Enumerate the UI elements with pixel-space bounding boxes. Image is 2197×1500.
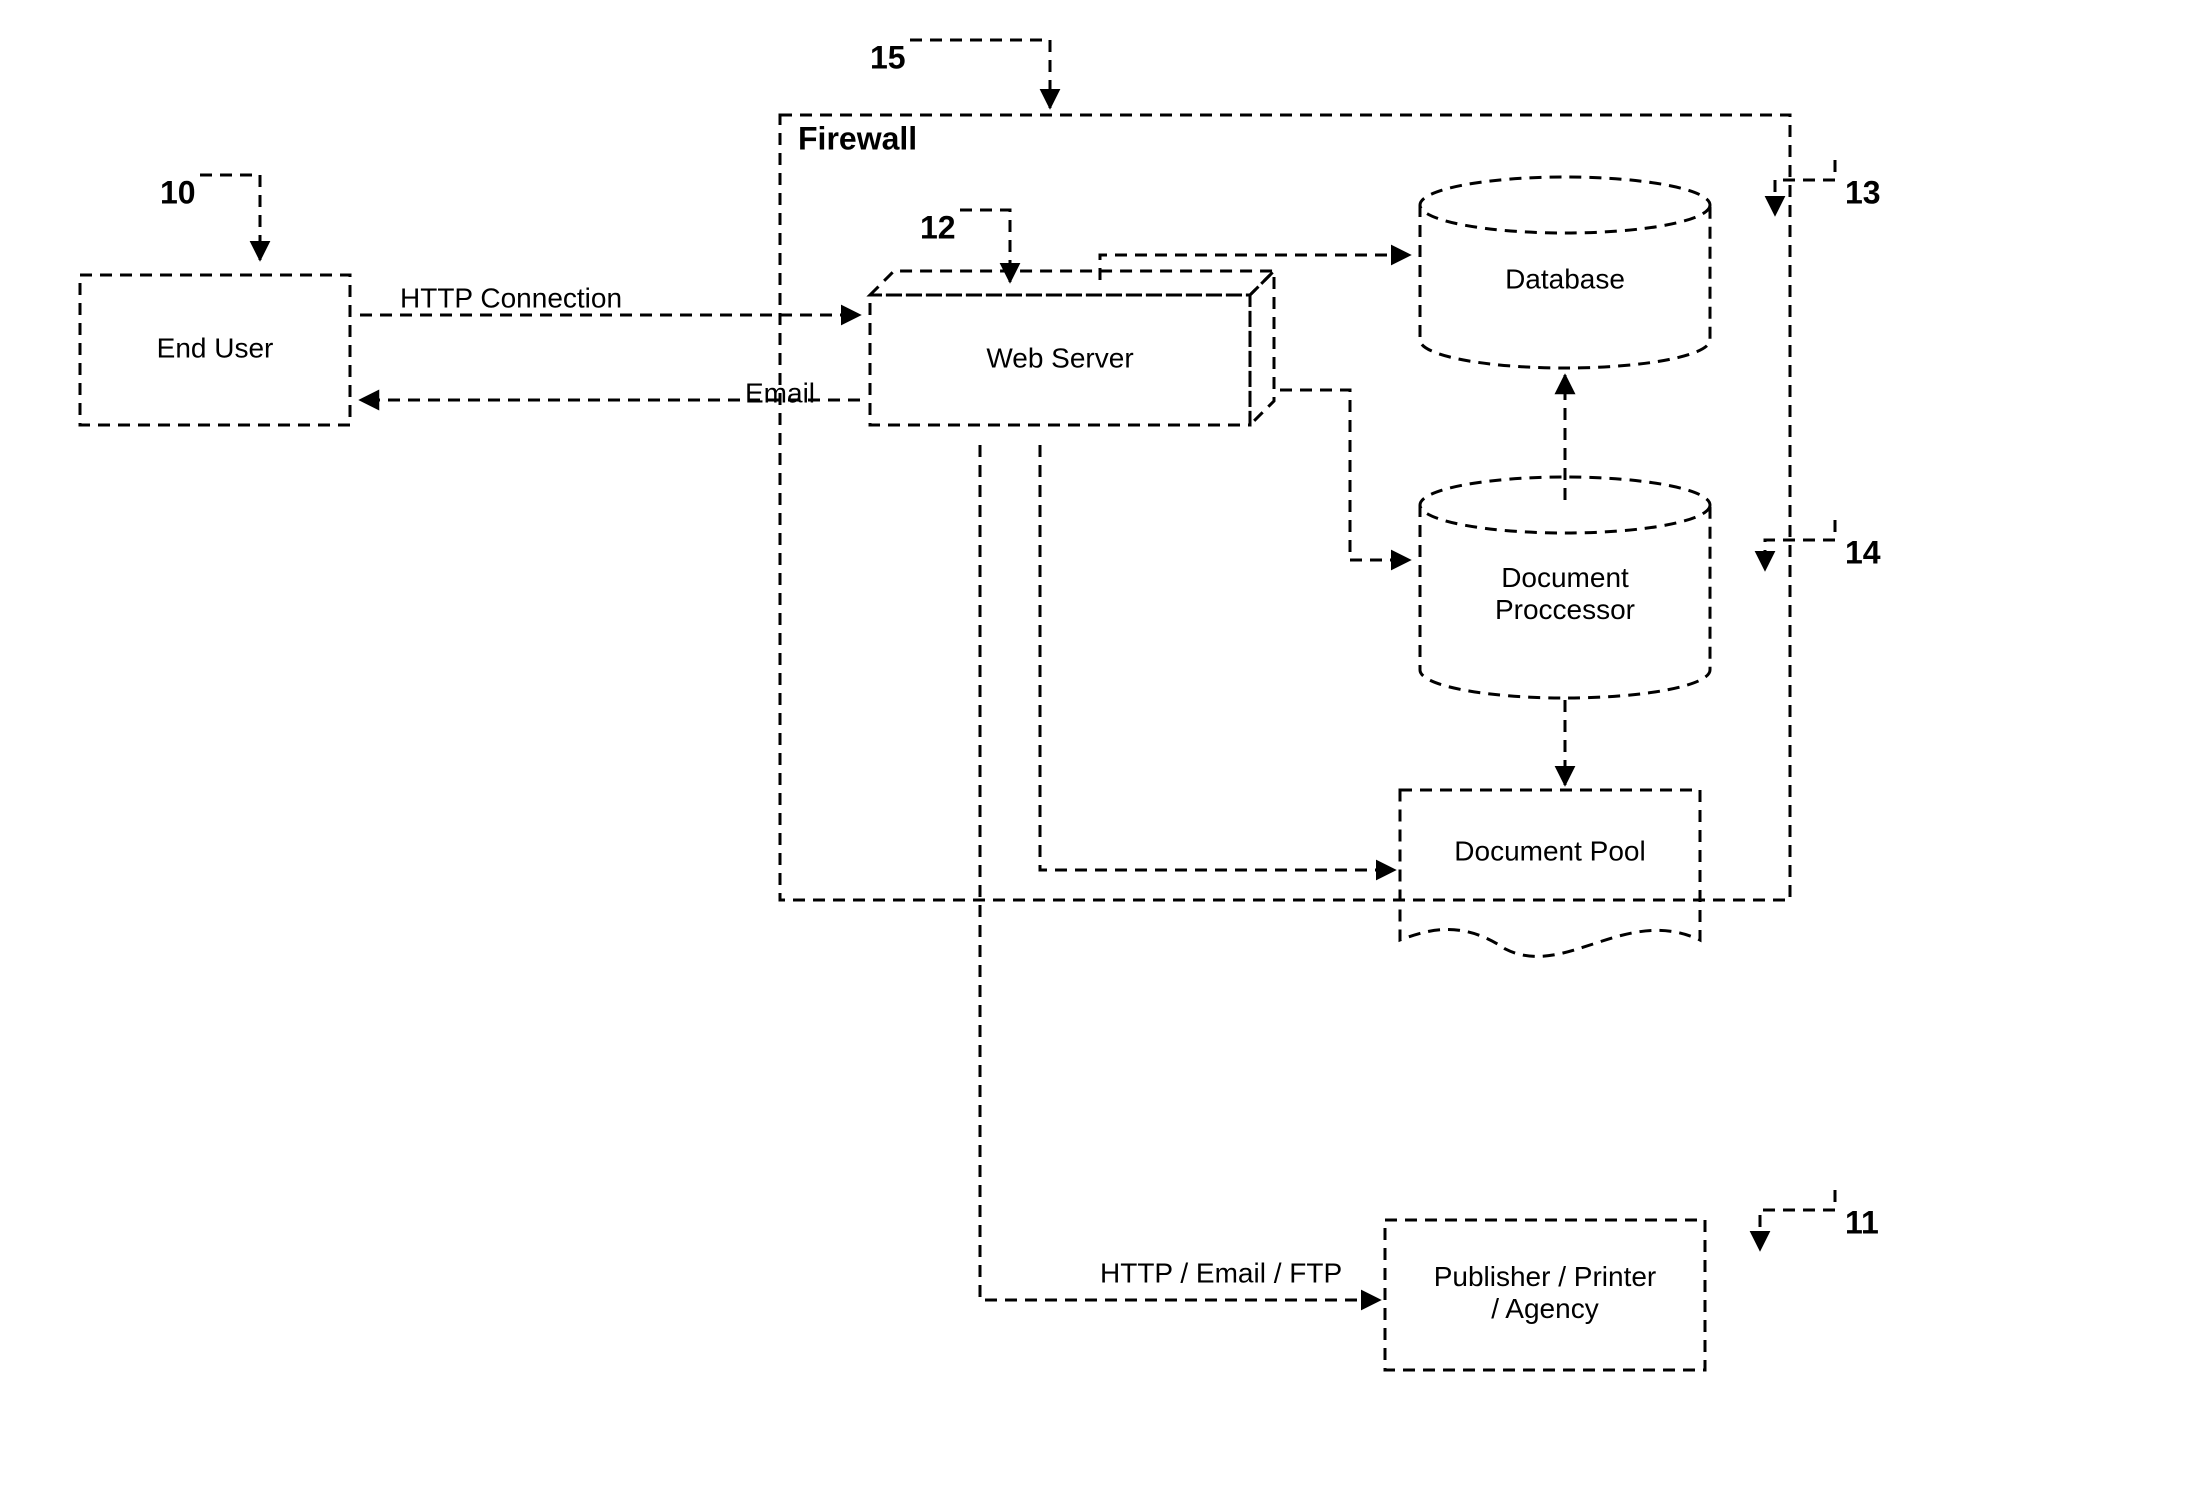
ref-r11: 11	[1760, 1190, 1879, 1250]
ref-r10: 10	[160, 174, 260, 260]
node-publisher: Publisher / Printer/ Agency	[1385, 1220, 1705, 1370]
svg-text:End User: End User	[157, 332, 274, 363]
svg-text:13: 13	[1845, 174, 1881, 210]
node-database: Database	[1420, 177, 1710, 368]
svg-text:15: 15	[870, 39, 906, 75]
svg-text:10: 10	[160, 174, 196, 210]
node-doc-proc: DocumentProccessor	[1420, 477, 1710, 698]
edge-e_ws_db	[1100, 255, 1410, 280]
diagram-canvas: Firewall End User Web Server Database Docume…	[0, 0, 2197, 1500]
svg-text:14: 14	[1845, 534, 1881, 570]
svg-text:11: 11	[1845, 1204, 1879, 1240]
edge-e_ws_dp	[1280, 390, 1410, 560]
svg-text:DocumentProccessor: DocumentProccessor	[1495, 562, 1635, 625]
svg-text:HTTP / Email / FTP: HTTP / Email / FTP	[1100, 1257, 1342, 1288]
svg-text:HTTP Connection: HTTP Connection	[400, 282, 622, 313]
edge-e_ws_pool	[1040, 445, 1395, 870]
svg-text:Document Pool: Document Pool	[1454, 835, 1645, 866]
svg-text:Database: Database	[1505, 263, 1625, 294]
svg-text:12: 12	[920, 209, 956, 245]
node-web-server: Web Server	[870, 271, 1274, 425]
ref-r15: 15	[870, 39, 1050, 108]
svg-text:Firewall: Firewall	[798, 120, 917, 156]
ref-r14: 14	[1765, 520, 1881, 570]
svg-text:Web Server: Web Server	[986, 342, 1133, 373]
node-doc-pool: Document Pool	[1400, 790, 1700, 956]
svg-text:Email: Email	[745, 377, 815, 408]
edge-e_http: HTTP Connection	[360, 282, 860, 315]
svg-text:Publisher / Printer/ Agency: Publisher / Printer/ Agency	[1434, 1261, 1657, 1324]
node-end-user: End User	[80, 275, 350, 425]
edge-e_email: Email	[360, 377, 860, 408]
